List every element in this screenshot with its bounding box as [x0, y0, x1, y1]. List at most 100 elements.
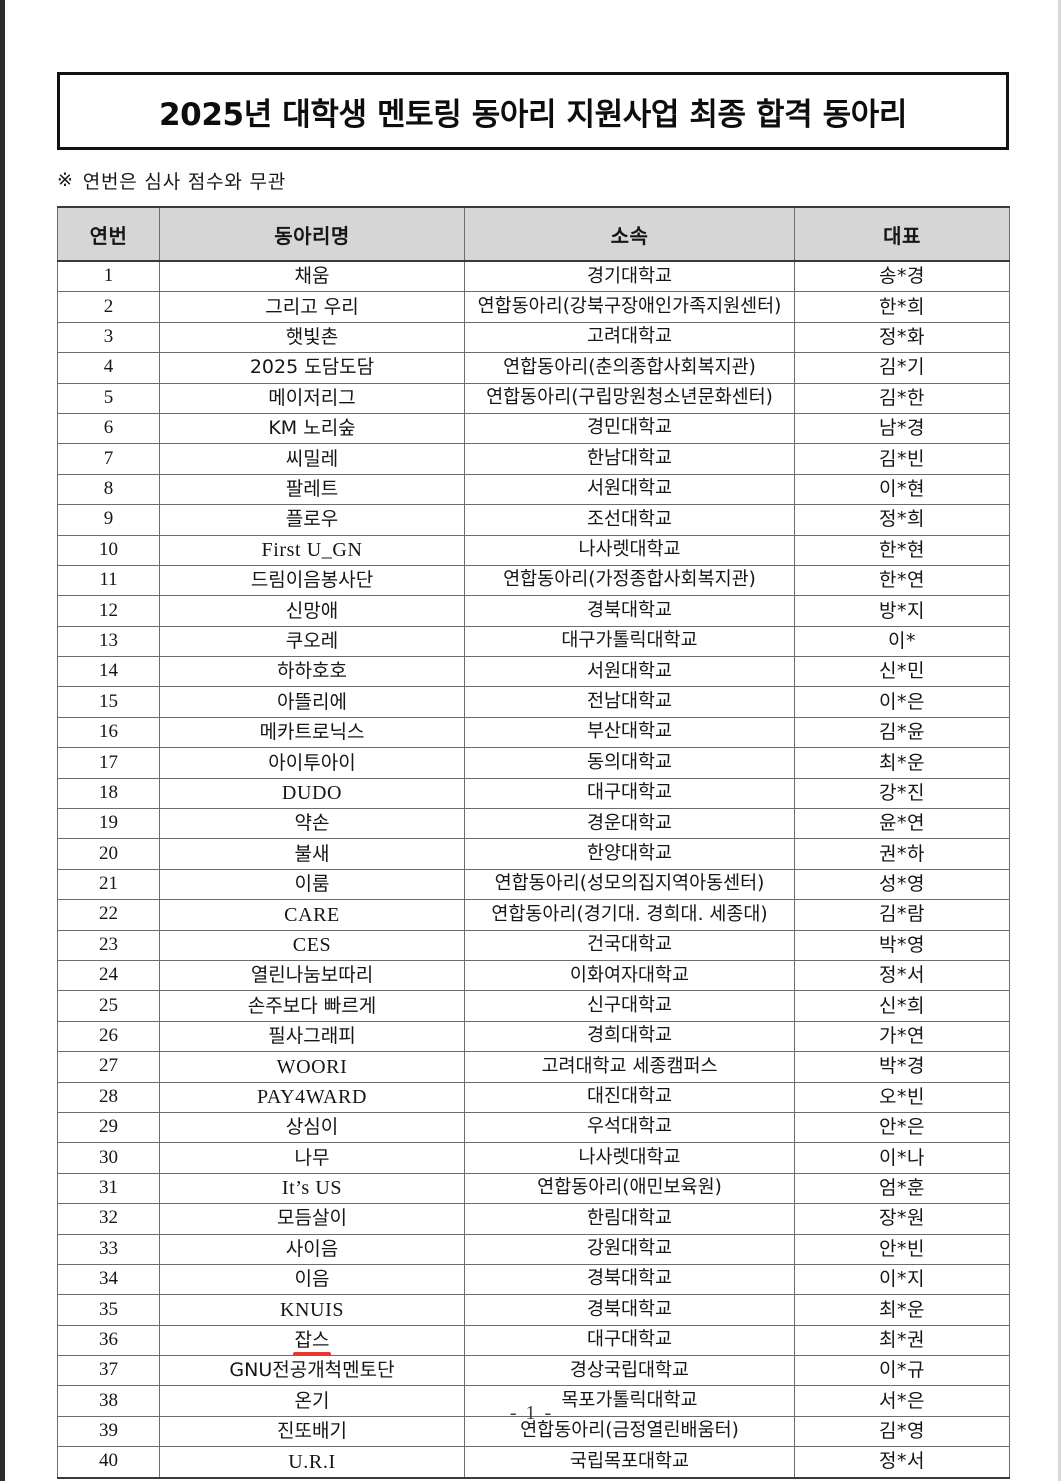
- cell-representative: 한*현: [794, 534, 1010, 566]
- cell-representative: 서*은: [794, 1385, 1010, 1417]
- table-row: 17 아이투아이 동의대학교 최*운: [57, 747, 1010, 779]
- cell-no: 1: [57, 260, 160, 293]
- cell-representative: 가*연: [794, 1020, 1010, 1053]
- cell-representative: 성*영: [794, 868, 1010, 901]
- cell-club-name: 그리고 우리: [159, 291, 465, 323]
- cell-representative: 엄*훈: [794, 1172, 1010, 1205]
- club-name: 메카트로닉스: [259, 721, 365, 744]
- document-content: 2025년 대학생 멘토링 동아리 지원사업 최종 합격 동아리 ※ 연번은 심…: [57, 72, 1010, 1479]
- cell-representative: 정*서: [794, 959, 1010, 992]
- cell-representative: 한*희: [794, 291, 1010, 323]
- cell-club-name: 팔레트: [159, 473, 465, 506]
- cell-no: 14: [57, 656, 160, 688]
- page-number: - 1 -: [509, 1402, 554, 1424]
- cell-representative: 최*권: [794, 1324, 1010, 1357]
- club-name: 아뜰리에: [277, 690, 347, 713]
- table-row: 33 사이음 강원대학교 안*빈: [57, 1233, 1010, 1265]
- cell-no: 5: [57, 382, 160, 414]
- cell-organization: 나사렛대학교: [464, 1142, 795, 1174]
- cell-representative: 정*희: [794, 504, 1010, 536]
- cell-no: 4: [57, 352, 160, 384]
- cell-no: 20: [57, 838, 160, 870]
- cell-representative: 김*기: [794, 352, 1010, 384]
- cell-club-name: 채움: [159, 260, 465, 293]
- table-row: 8 팔레트 서원대학교 이*현: [57, 473, 1010, 506]
- cell-club-name: 이음: [159, 1263, 465, 1296]
- cell-club-name: PAY4WARD: [159, 1081, 465, 1113]
- club-name: WOORI: [276, 1055, 348, 1078]
- cell-organization: 경상국립대학교: [464, 1355, 795, 1387]
- club-name: 열린나눔보따리: [250, 964, 374, 987]
- results-table: 연번 동아리명 소속 대표 1 채움 경기대학교 송*경 2 그리고 우리 연합동아리(강북…: [57, 206, 1010, 1479]
- cell-club-name: 진또배기: [159, 1415, 465, 1448]
- table-row: 32 모듬살이 한림대학교 장*원: [57, 1203, 1010, 1235]
- cell-representative: 권*하: [794, 838, 1010, 870]
- club-name: It’s US: [281, 1177, 343, 1200]
- cell-no: 23: [57, 929, 160, 961]
- table-row: 40 U.R.I 국립목포대학교 정*서: [57, 1446, 1010, 1479]
- cell-club-name: 상심이: [159, 1111, 465, 1144]
- club-name: 그리고 우리: [265, 295, 359, 318]
- note-line: ※ 연번은 심사 점수와 무관: [57, 167, 1009, 193]
- cell-no: 2: [57, 291, 160, 323]
- cell-organization: 이화여자대학교: [464, 959, 795, 992]
- cell-organization: 고려대학교: [464, 321, 795, 354]
- cell-no: 37: [57, 1355, 160, 1387]
- document-page: 2025년 대학생 멘토링 동아리 지원사업 최종 합격 동아리 ※ 연번은 심…: [5, 0, 1058, 1481]
- cell-organization: 대진대학교: [464, 1081, 795, 1113]
- club-name: First U_GN: [261, 539, 363, 562]
- club-name: CARE: [284, 903, 340, 926]
- cell-club-name: 필사그래피: [159, 1020, 465, 1053]
- cell-organization: 경운대학교: [464, 808, 795, 840]
- cell-club-name: DUDO: [159, 777, 465, 810]
- cell-club-name: 햇빛촌: [159, 321, 465, 354]
- cell-organization: 서원대학교: [464, 656, 795, 688]
- cell-representative: 김*빈: [794, 443, 1010, 475]
- table-row: 35 KNUIS 경북대학교 최*운: [57, 1294, 1010, 1326]
- club-name: 2025 도담도담: [249, 356, 375, 379]
- club-name: GNU전공개척멘토단: [229, 1359, 395, 1382]
- table-header-row: 연번 동아리명 소속 대표: [57, 206, 1010, 262]
- cell-no: 13: [57, 625, 160, 658]
- cell-organization: 대구대학교: [464, 1324, 795, 1357]
- cell-representative: 이*지: [794, 1263, 1010, 1296]
- table-row: 1 채움 경기대학교 송*경: [57, 260, 1010, 293]
- club-name: 상심이: [285, 1116, 339, 1139]
- table-row: 5 메이저리그 연합동아리(구립망원청소년문화센터) 김*한: [57, 382, 1010, 414]
- cell-organization: 경북대학교: [464, 1263, 795, 1296]
- cell-no: 11: [57, 564, 160, 597]
- table-row: 18 DUDO 대구대학교 강*진: [57, 777, 1010, 810]
- cell-organization: 연합동아리(가정종합사회복지관): [464, 564, 795, 597]
- table-row: 3 햇빛촌 고려대학교 정*화: [57, 321, 1010, 354]
- cell-organization: 고려대학교 세종캠퍼스: [464, 1051, 795, 1083]
- cell-no: 9: [57, 504, 160, 536]
- cell-representative: 최*운: [794, 1294, 1010, 1326]
- club-name: 손주보다 빠르게: [247, 994, 377, 1017]
- cell-club-name: 하하호호: [159, 656, 465, 688]
- cell-organization: 대구가톨릭대학교: [464, 625, 795, 658]
- table-row: 34 이음 경북대학교 이*지: [57, 1263, 1010, 1296]
- cell-representative: 박*영: [794, 929, 1010, 961]
- cell-organization: 대구대학교: [464, 777, 795, 810]
- cell-no: 30: [57, 1142, 160, 1174]
- table-row: 19 약손 경운대학교 윤*연: [57, 808, 1010, 840]
- cell-organization: 연합동아리(강북구장애인가족지원센터): [464, 291, 795, 323]
- cell-club-name: 씨밀레: [159, 443, 465, 475]
- cell-organization: 서원대학교: [464, 473, 795, 506]
- cell-representative: 이*현: [794, 473, 1010, 506]
- cell-no: 17: [57, 747, 160, 779]
- cell-club-name: 메카트로닉스: [159, 716, 465, 749]
- cell-club-name: First U_GN: [159, 534, 465, 566]
- table-row: 31 It’s US 연합동아리(애민보육원) 엄*훈: [57, 1172, 1010, 1205]
- club-name: 하하호호: [277, 660, 347, 683]
- cell-organization: 강원대학교: [464, 1233, 795, 1265]
- cell-representative: 오*빈: [794, 1081, 1010, 1113]
- cell-organization: 연합동아리(금정열린배움터): [464, 1415, 795, 1448]
- reference-mark-icon: ※: [57, 169, 74, 191]
- table-row: 21 이룸 연합동아리(성모의집지역아동센터) 성*영: [57, 868, 1010, 901]
- cell-no: 22: [57, 899, 160, 931]
- cell-representative: 송*경: [794, 260, 1010, 293]
- cell-club-name: GNU전공개척멘토단: [159, 1355, 465, 1387]
- cell-no: 36: [57, 1324, 160, 1357]
- cell-no: 7: [57, 443, 160, 475]
